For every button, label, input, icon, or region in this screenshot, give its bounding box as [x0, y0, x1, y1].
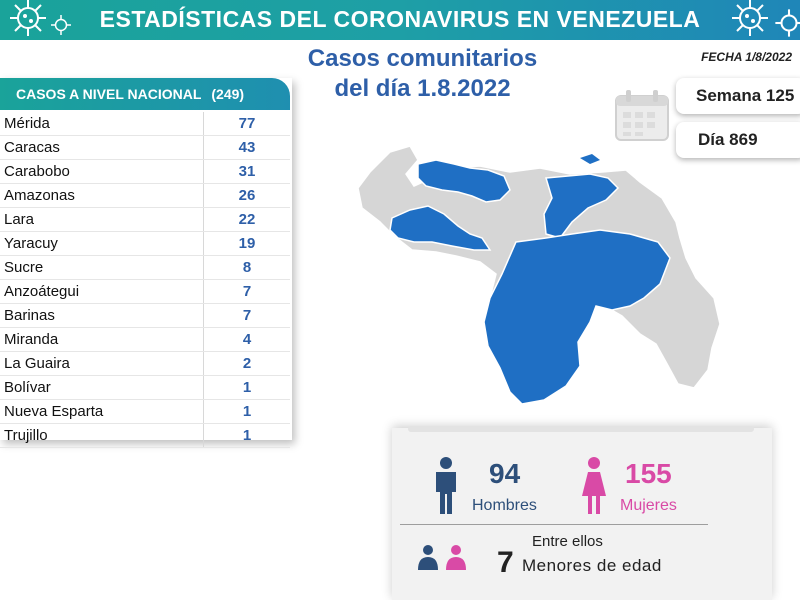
- table-header-total: (249): [211, 86, 245, 102]
- men-count: 94: [489, 458, 521, 489]
- minors-label: Menores de edad: [522, 556, 662, 575]
- table-row: Mérida 77: [0, 112, 290, 136]
- table-header: CASOS A NIVEL NACIONAL (249): [0, 78, 290, 110]
- map-north-states: [417, 159, 511, 203]
- state-name: Miranda: [0, 328, 204, 351]
- table-row: Trujillo 1: [0, 424, 290, 448]
- women-count: 155: [625, 458, 672, 489]
- page-title: ESTADÍSTICAS DEL CORONAVIRUS EN VENEZUEL…: [99, 6, 701, 32]
- state-name: Mérida: [0, 112, 204, 135]
- state-cases: 22: [238, 211, 256, 228]
- state-name: La Guaira: [0, 352, 204, 375]
- state-cases: 31: [238, 163, 256, 180]
- table-row: Carabobo 31: [0, 160, 290, 184]
- state-cases: 7: [242, 283, 252, 300]
- men-label: Hombres: [472, 497, 537, 514]
- week-badge: Semana 125: [676, 78, 800, 114]
- venezuela-map: [357, 145, 721, 405]
- state-name: Nueva Esparta: [0, 400, 204, 423]
- man-icon: [436, 457, 456, 514]
- map-south-states: [483, 229, 671, 405]
- gender-panel-top: [408, 426, 754, 432]
- state-name: Trujillo: [0, 424, 204, 447]
- state-cases: 26: [238, 187, 256, 204]
- day-badge: Día 869: [676, 122, 800, 158]
- table-row: Barinas 7: [0, 304, 290, 328]
- virus-icon: [51, 15, 71, 35]
- state-cases: 7: [242, 307, 252, 324]
- woman-icon: [582, 457, 606, 514]
- subtitle-line-2: del día 1.8.2022: [334, 75, 511, 102]
- panel-divider: [400, 524, 708, 525]
- table-row: Caracas 43: [0, 136, 290, 160]
- state-cases: 8: [242, 259, 252, 276]
- table-header-label: CASOS A NIVEL NACIONAL: [16, 86, 202, 102]
- state-name: Sucre: [0, 256, 204, 279]
- table-row: Amazonas 26: [0, 184, 290, 208]
- minors-count: 7: [497, 546, 514, 579]
- table-row: Yaracuy 19: [0, 232, 290, 256]
- state-name: Lara: [0, 208, 204, 231]
- children-icon: [418, 545, 466, 570]
- header-banner: ESTADÍSTICAS DEL CORONAVIRUS EN VENEZUEL…: [0, 0, 800, 40]
- table-row: Bolívar 1: [0, 376, 290, 400]
- state-cases: 1: [242, 379, 252, 396]
- state-name: Barinas: [0, 304, 204, 327]
- map-west-states: [389, 205, 492, 251]
- state-cases: 1: [242, 403, 252, 420]
- state-name: Anzoátegui: [0, 280, 204, 303]
- table-row: La Guaira 2: [0, 352, 290, 376]
- state-cases: 2: [242, 355, 252, 372]
- date-label: FECHA 1/8/2022: [701, 50, 792, 64]
- map-northeast-states: [543, 173, 620, 239]
- gender-panel: [392, 428, 772, 600]
- state-cases: 4: [242, 331, 252, 348]
- table-row: Nueva Esparta 1: [0, 400, 290, 424]
- subtitle: Casos comunitarios del día 1.8.2022: [300, 44, 545, 104]
- table-rows: Mérida 77 Caracas 43 Carabobo 31 Amazonas 26…: [0, 112, 290, 448]
- virus-icon: [775, 9, 800, 37]
- state-name: Carabobo: [0, 160, 204, 183]
- calendar-icon: [615, 90, 669, 141]
- state-name: Amazonas: [0, 184, 204, 207]
- national-cases-table: CASOS A NIVEL NACIONAL (249) Mérida 77 Ca…: [0, 78, 292, 448]
- table-row: Lara 22: [0, 208, 290, 232]
- state-cases: 77: [238, 115, 256, 132]
- state-cases: 1: [242, 427, 252, 444]
- map-island: [580, 154, 600, 164]
- subtitle-line-1: Casos comunitarios: [307, 45, 538, 72]
- state-cases: 19: [238, 235, 256, 252]
- virus-icon: [10, 0, 46, 36]
- table-row: Sucre 8: [0, 256, 290, 280]
- state-cases: 43: [238, 139, 256, 156]
- state-name: Yaracuy: [0, 232, 204, 255]
- state-name: Caracas: [0, 136, 204, 159]
- virus-icon: [732, 0, 768, 36]
- minors-intro: Entre ellos: [532, 533, 603, 550]
- table-row: Miranda 4: [0, 328, 290, 352]
- table-row: Anzoátegui 7: [0, 280, 290, 304]
- women-label: Mujeres: [620, 497, 677, 514]
- state-name: Bolívar: [0, 376, 204, 399]
